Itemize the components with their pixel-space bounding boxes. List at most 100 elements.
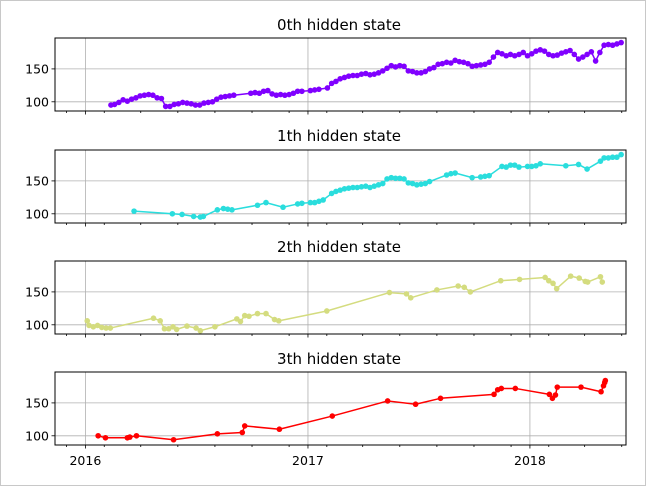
data-point <box>358 71 365 77</box>
data-point <box>280 204 286 211</box>
data-point <box>273 92 280 99</box>
data-point <box>229 207 235 213</box>
data-point <box>311 87 318 93</box>
series-line <box>84 273 606 334</box>
data-point <box>90 323 97 330</box>
data-point <box>141 92 148 99</box>
data-point <box>345 185 352 191</box>
data-point <box>486 172 492 179</box>
data-point <box>367 72 373 78</box>
data-point <box>578 384 584 390</box>
data-point <box>588 49 595 55</box>
data-point <box>567 47 573 54</box>
data-point <box>137 93 143 99</box>
panel-title: 2th hidden state <box>277 238 401 256</box>
data-point <box>541 48 548 54</box>
data-point <box>403 291 410 297</box>
data-point <box>260 88 267 95</box>
data-point <box>333 188 339 195</box>
data-point <box>237 318 244 325</box>
data-point <box>516 164 522 170</box>
data-point <box>426 178 433 185</box>
data-point <box>124 98 131 104</box>
data-point <box>263 310 269 317</box>
data-point <box>299 200 305 207</box>
data-point <box>434 287 440 293</box>
data-point <box>350 72 356 79</box>
data-point <box>84 318 91 324</box>
data-point <box>618 39 624 46</box>
data-point <box>201 100 207 106</box>
y-tick-label: 100 <box>25 317 49 332</box>
data-point <box>184 323 190 329</box>
data-point <box>324 85 331 91</box>
data-point <box>371 183 378 189</box>
data-point <box>460 59 467 66</box>
data-point <box>265 87 271 94</box>
data-point <box>384 176 390 182</box>
data-point <box>520 49 527 56</box>
data-point <box>494 49 501 56</box>
data-point <box>396 62 403 69</box>
data-point <box>418 70 424 76</box>
data-point <box>467 289 474 295</box>
data-point <box>528 50 535 57</box>
data-point <box>456 58 463 65</box>
data-point <box>552 392 559 398</box>
data-point <box>597 273 604 280</box>
data-point <box>469 174 475 181</box>
data-point <box>477 174 484 180</box>
data-point <box>537 161 544 167</box>
y-tick-label: 100 <box>25 206 49 221</box>
data-point <box>554 384 561 390</box>
data-point <box>524 52 531 59</box>
data-point <box>165 325 172 332</box>
data-point <box>254 310 261 317</box>
data-point <box>220 205 227 212</box>
grid-lines <box>55 150 626 223</box>
data-point <box>294 88 301 95</box>
data-point <box>533 48 539 54</box>
data-point <box>499 50 505 57</box>
data-point <box>439 60 446 67</box>
data-point <box>533 162 539 169</box>
data-point <box>511 52 518 59</box>
data-point <box>375 70 382 76</box>
data-point <box>354 184 361 191</box>
data-point <box>599 279 606 285</box>
data-point <box>477 62 484 68</box>
data-point <box>405 68 412 74</box>
data-point <box>328 80 335 87</box>
data-point <box>111 101 118 108</box>
y-tick-label: 150 <box>25 61 49 76</box>
series-line <box>108 39 624 110</box>
data-point <box>571 51 578 58</box>
data-point <box>490 54 497 60</box>
data-point <box>407 295 414 301</box>
data-point <box>248 90 254 97</box>
data-point <box>503 164 510 170</box>
panel-0th-hidden-state: 0th hidden state 100 150 <box>25 16 627 115</box>
data-point <box>341 74 348 81</box>
data-point <box>414 182 420 188</box>
grid-lines <box>55 372 626 445</box>
x-tick-label: 2017 <box>292 453 324 468</box>
data-point <box>601 42 607 49</box>
data-point <box>193 325 199 331</box>
grid-lines <box>55 261 626 334</box>
data-point <box>128 96 135 102</box>
data-point <box>448 60 454 66</box>
data-point <box>605 41 612 48</box>
series-line <box>95 377 609 443</box>
data-point <box>154 95 160 101</box>
data-point <box>214 431 221 437</box>
data-point <box>516 51 522 58</box>
data-point <box>145 91 152 98</box>
data-point <box>275 318 282 324</box>
data-point <box>150 315 157 322</box>
data-point <box>103 325 109 331</box>
data-point <box>554 52 561 58</box>
data-point <box>379 180 386 187</box>
data-point <box>367 184 373 191</box>
